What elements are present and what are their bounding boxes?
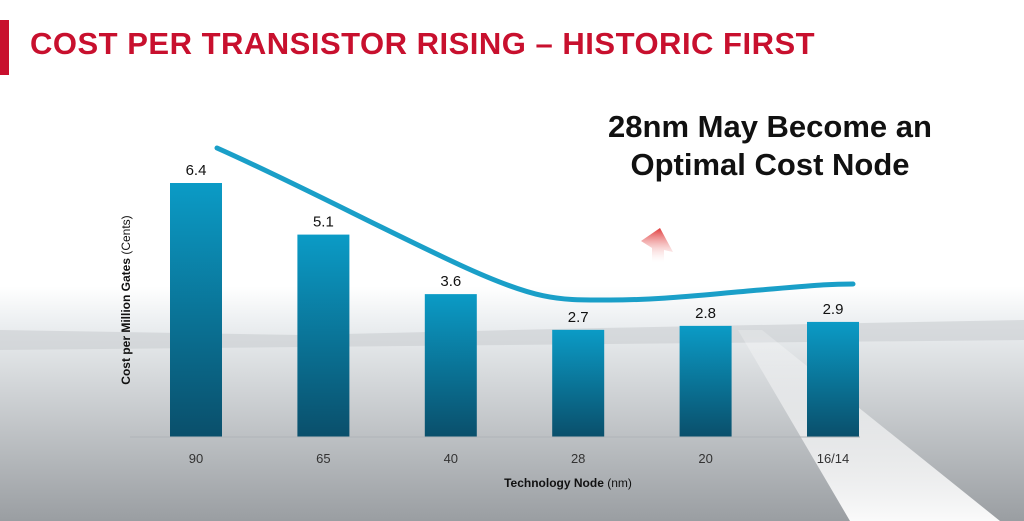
value-label: 3.6 bbox=[440, 273, 461, 290]
bar-28 bbox=[552, 329, 605, 437]
callout-line-1: 28nm May Become an bbox=[608, 109, 932, 144]
title-accent-bar bbox=[0, 20, 9, 75]
bar-16-14 bbox=[807, 321, 859, 437]
x-tick-label: 16/14 bbox=[817, 451, 850, 466]
callout-line-2: Optimal Cost Node bbox=[630, 147, 910, 182]
value-label: 2.7 bbox=[568, 309, 589, 326]
bar-20 bbox=[679, 325, 732, 437]
callout-text: 28nm May Become an Optimal Cost Node bbox=[570, 108, 970, 184]
value-label: 5.1 bbox=[313, 214, 334, 231]
bar-40 bbox=[424, 294, 477, 437]
x-tick-label: 28 bbox=[571, 451, 585, 466]
trend-line bbox=[214, 145, 856, 303]
value-label: 6.4 bbox=[186, 162, 207, 179]
y-axis-label: Cost per Million Gates (Cents) bbox=[119, 215, 133, 385]
bar-65 bbox=[297, 234, 350, 437]
rising-arrow-icon bbox=[641, 228, 673, 262]
bar-90 bbox=[170, 183, 222, 437]
x-axis-label: Technology Node (nm) bbox=[504, 476, 632, 490]
x-tick-label: 40 bbox=[444, 451, 458, 466]
slide-title: COST PER TRANSISTOR RISING – HISTORIC FI… bbox=[30, 26, 816, 61]
x-tick-label: 65 bbox=[316, 451, 330, 466]
x-tick-label: 90 bbox=[189, 451, 203, 466]
x-tick-label: 20 bbox=[698, 451, 712, 466]
value-label: 2.9 bbox=[823, 301, 844, 318]
value-label: 2.8 bbox=[695, 305, 716, 322]
